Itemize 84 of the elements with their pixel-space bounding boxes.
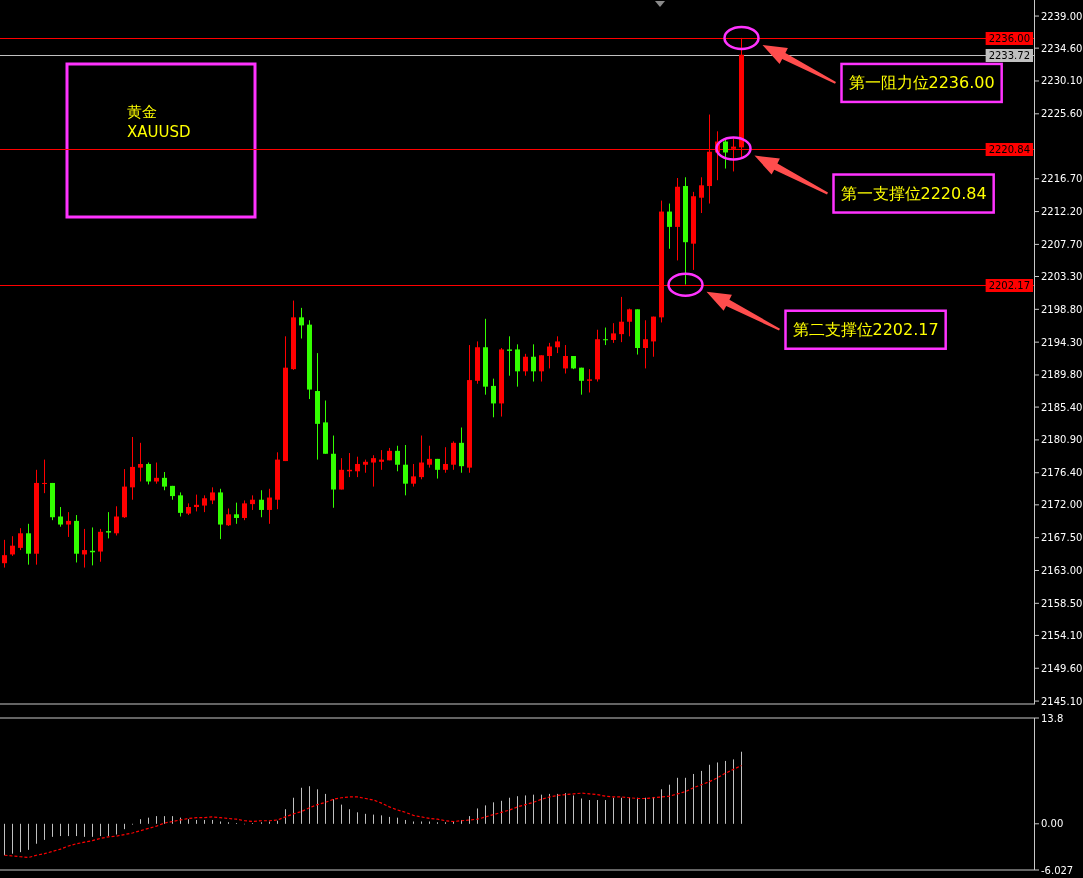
y-tick-label: 2207.70 bbox=[1041, 238, 1083, 250]
candlestick bbox=[98, 528, 103, 563]
candlestick bbox=[339, 457, 344, 491]
candlestick bbox=[547, 342, 552, 369]
y-tick-label: 2189.80 bbox=[1041, 369, 1083, 381]
candlestick bbox=[619, 296, 624, 343]
candlestick bbox=[242, 499, 247, 521]
y-tick-label: 2194.30 bbox=[1041, 336, 1083, 348]
text: 黄金 bbox=[127, 103, 157, 121]
candlestick bbox=[18, 527, 23, 551]
candlestick bbox=[667, 203, 672, 250]
candlestick bbox=[26, 523, 31, 566]
candlestick bbox=[130, 436, 135, 501]
ref-line-label: 2236.00 bbox=[988, 33, 1030, 44]
y-tick-label: 2163.00 bbox=[1041, 565, 1083, 576]
candlestick bbox=[723, 137, 728, 170]
candlestick bbox=[114, 505, 119, 536]
ref-line-label: 2233.72 bbox=[988, 50, 1030, 61]
candlestick bbox=[299, 307, 304, 339]
y-tick-label: 2158.50 bbox=[1041, 597, 1083, 609]
y-tick-label: 2212.20 bbox=[1041, 206, 1083, 218]
y-tick-label: 13.8 bbox=[1041, 712, 1064, 724]
candlestick bbox=[611, 322, 616, 344]
y-tick-label: 2198.80 bbox=[1041, 303, 1083, 315]
candlestick bbox=[419, 435, 424, 480]
candlestick bbox=[627, 308, 632, 337]
ref-line-label: 2220.84 bbox=[988, 144, 1030, 155]
candlestick bbox=[146, 462, 151, 485]
ref-line-label: 2202.17 bbox=[988, 280, 1030, 291]
candlestick bbox=[58, 506, 63, 528]
annotation: 第二支撑位2202.17 bbox=[792, 320, 939, 340]
y-tick-label: 2185.40 bbox=[1041, 401, 1083, 413]
candlestick bbox=[507, 335, 512, 377]
y-tick-label: 2225.60 bbox=[1041, 108, 1083, 120]
candlestick bbox=[395, 445, 400, 472]
candlestick bbox=[66, 511, 71, 538]
candlestick bbox=[539, 354, 544, 383]
candlestick bbox=[411, 463, 416, 488]
y-tick-label: 2154.10 bbox=[1041, 629, 1083, 641]
y-tick-label: 2145.10 bbox=[1041, 695, 1083, 707]
candlestick bbox=[106, 511, 111, 539]
candlestick bbox=[267, 488, 272, 525]
y-tick-label: 2234.60 bbox=[1041, 42, 1083, 54]
candlestick bbox=[515, 343, 520, 388]
y-tick-label: 0.00 bbox=[1041, 818, 1064, 830]
y-tick-label: 2176.40 bbox=[1041, 467, 1083, 479]
candlestick bbox=[427, 445, 432, 469]
candlestick bbox=[355, 456, 360, 478]
annotation: 第一支撑位2220.84 bbox=[840, 184, 987, 204]
candlestick bbox=[643, 319, 648, 369]
candlestick bbox=[523, 353, 528, 377]
y-tick-label: 2230.10 bbox=[1041, 75, 1083, 87]
y-tick-label: 2167.50 bbox=[1041, 532, 1083, 544]
y-tick-label: 2180.90 bbox=[1041, 434, 1083, 446]
text: XAUUSD bbox=[127, 123, 191, 141]
candlestick bbox=[259, 489, 264, 518]
candlestick bbox=[42, 459, 47, 494]
candlestick bbox=[403, 444, 408, 496]
candlestick bbox=[10, 535, 15, 557]
candlestick bbox=[178, 491, 183, 518]
candlestick bbox=[699, 176, 704, 214]
annotation: 第一阻力位2236.00 bbox=[848, 73, 995, 93]
y-tick-label: 2203.30 bbox=[1041, 270, 1083, 282]
candlestick bbox=[2, 539, 7, 569]
candlestick bbox=[443, 446, 448, 474]
candlestick bbox=[563, 344, 568, 375]
candlestick bbox=[459, 427, 464, 474]
y-tick-label: 2239.00 bbox=[1041, 10, 1083, 22]
candlestick bbox=[162, 471, 167, 491]
y-tick-label: -6.027 bbox=[1041, 864, 1074, 876]
candlestick bbox=[82, 528, 87, 569]
y-tick-label: 2172.00 bbox=[1041, 499, 1083, 511]
candlestick bbox=[579, 367, 584, 396]
candlestick bbox=[451, 440, 456, 471]
y-tick-label: 2149.60 bbox=[1041, 662, 1083, 674]
line-series bbox=[3, 764, 743, 859]
candlestick bbox=[491, 378, 496, 418]
candlestick bbox=[234, 502, 239, 525]
y-tick-label: 2216.70 bbox=[1041, 173, 1083, 185]
candlestick bbox=[379, 449, 384, 471]
candlestick bbox=[587, 368, 592, 393]
candlestick bbox=[371, 454, 376, 488]
candlestick bbox=[138, 442, 143, 482]
candlestick bbox=[531, 343, 536, 383]
